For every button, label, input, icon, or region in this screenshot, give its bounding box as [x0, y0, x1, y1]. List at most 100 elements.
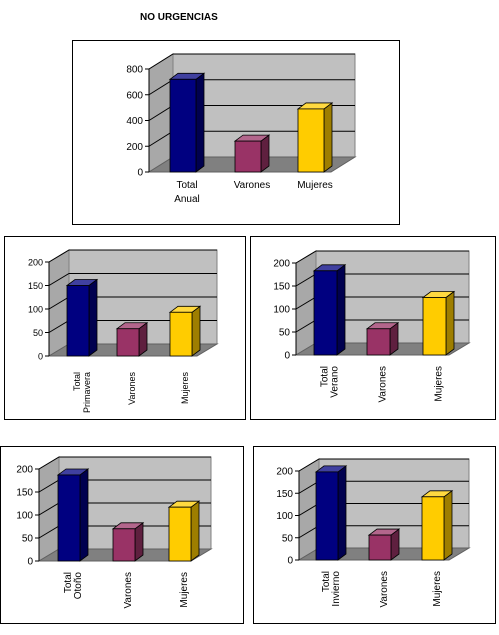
bar-front: [422, 297, 447, 356]
y-tick-label: 100: [28, 305, 43, 315]
gridline: [38, 456, 211, 470]
bar-side: [445, 290, 455, 356]
gridline: [148, 53, 355, 70]
x-tick-label: Mujeres: [434, 366, 445, 402]
bar-front: [421, 496, 445, 561]
bar-front: [57, 474, 81, 562]
y-tick-label: 200: [273, 259, 290, 270]
chart-panel-summer: 0 50 100 150 200 Total Verano Varones Mujeres: [250, 236, 496, 420]
gridline: [48, 249, 217, 263]
y-tick-label: 0: [284, 351, 290, 362]
x-tick-label: Varones: [127, 372, 137, 405]
y-tick-label: 150: [273, 282, 290, 293]
bar-chart-summer: 0 50 100 150 200 Total Verano Varones Mujeres: [273, 250, 471, 403]
y-tick-label: 50: [33, 328, 43, 338]
bar-front: [368, 534, 392, 561]
x-tick-label: Mujeres: [432, 571, 443, 607]
bar-front: [169, 78, 197, 173]
bar-front: [66, 285, 90, 357]
x-tick-label: Total: [321, 571, 332, 592]
x-tick-label: Total: [63, 572, 74, 593]
bar-front: [169, 311, 193, 357]
x-tick-label: Varones: [379, 571, 390, 608]
bar-side: [134, 522, 144, 562]
bar-chart-annual: 0 200 400 600 800 Total Anual Varones Mujeres: [126, 53, 357, 205]
bar-front: [366, 328, 391, 356]
bar-front: [297, 108, 325, 173]
y-tick-label: 150: [28, 281, 43, 291]
bar: [296, 102, 334, 173]
y-tick-label: 150: [16, 488, 33, 499]
bar-front: [313, 270, 338, 356]
y-tick-label: 600: [126, 90, 143, 101]
y-tick-label: 50: [22, 534, 34, 545]
bar: [367, 528, 401, 561]
y-tick-label: 0: [27, 557, 33, 568]
bar: [314, 465, 348, 561]
bar-side: [190, 500, 200, 562]
bar: [111, 522, 145, 562]
bar: [420, 490, 454, 561]
x-tick-label: Varones: [123, 572, 134, 609]
y-tick-label: 100: [16, 511, 33, 522]
y-tick-label: 0: [38, 352, 43, 362]
chart-panel-winter: 0 50 100 150 200 Total Invierno Varones Mujeres: [253, 446, 496, 624]
bar-side: [88, 278, 98, 357]
bar: [65, 278, 99, 357]
x-tick-label: Total: [72, 372, 82, 391]
bar: [168, 72, 206, 173]
bar-chart-winter: 0 50 100 150 200 Total Invierno Varones Mujeres: [276, 458, 471, 608]
y-tick-label: 50: [279, 328, 291, 339]
x-tick-label: Anual: [174, 194, 200, 205]
bar-side: [323, 102, 333, 173]
x-tick-label: Otoño: [73, 572, 84, 600]
x-tick-label: Invierno: [331, 571, 342, 607]
x-tick-label: Varones: [234, 180, 271, 191]
bar-front: [116, 328, 140, 357]
chart-panel-autumn: 0 50 100 150 200 Total Otoño Varones Mujeres: [0, 446, 244, 624]
bar-chart-spring: 0 50 100 150 200 Total Primavera Varones Mujeres: [28, 249, 219, 413]
bar-side: [443, 490, 453, 561]
x-tick-label: Varones: [378, 366, 389, 403]
bar-side: [195, 72, 205, 173]
x-tick-label: Total: [320, 366, 331, 387]
bar: [233, 134, 271, 173]
y-tick-label: 200: [28, 258, 43, 268]
y-tick-label: 200: [16, 465, 33, 476]
bar: [365, 321, 400, 356]
y-tick-label: 100: [273, 305, 290, 316]
bar-side: [79, 468, 89, 562]
page-title: NO URGENCIAS: [140, 12, 218, 23]
gridline: [295, 250, 469, 264]
bar-side: [337, 465, 347, 561]
bar-chart-autumn: 0 50 100 150 200 Total Otoño Varones Mujeres: [16, 456, 213, 609]
y-tick-label: 0: [137, 168, 143, 179]
y-tick-label: 400: [126, 116, 143, 127]
bar-side: [336, 264, 346, 356]
bar: [115, 321, 149, 357]
bar-side: [191, 305, 201, 357]
x-tick-label: Total: [176, 180, 197, 191]
bar: [312, 264, 347, 356]
bar: [167, 500, 201, 562]
x-tick-label: Primavera: [82, 372, 92, 413]
y-tick-label: 0: [287, 556, 293, 567]
bar-front: [315, 471, 339, 561]
x-tick-label: Mujeres: [179, 572, 190, 608]
y-tick-label: 50: [282, 533, 294, 544]
y-tick-label: 100: [276, 511, 293, 522]
chart-panel-annual: 0 200 400 600 800 Total Anual Varones Mujeres: [72, 40, 400, 225]
bar: [168, 305, 202, 357]
y-tick-label: 150: [276, 489, 293, 500]
x-tick-label: Mujeres: [180, 372, 190, 405]
bar: [56, 468, 90, 562]
x-tick-label: Mujeres: [297, 180, 333, 191]
x-tick-label: Verano: [330, 366, 341, 398]
bar: [421, 290, 456, 356]
bar-front: [112, 528, 136, 562]
y-tick-label: 800: [126, 65, 143, 76]
bar-front: [168, 506, 192, 562]
chart-panel-spring: 0 50 100 150 200 Total Primavera Varones Mujeres: [4, 236, 246, 420]
gridline: [48, 273, 217, 286]
gridline: [298, 458, 469, 472]
